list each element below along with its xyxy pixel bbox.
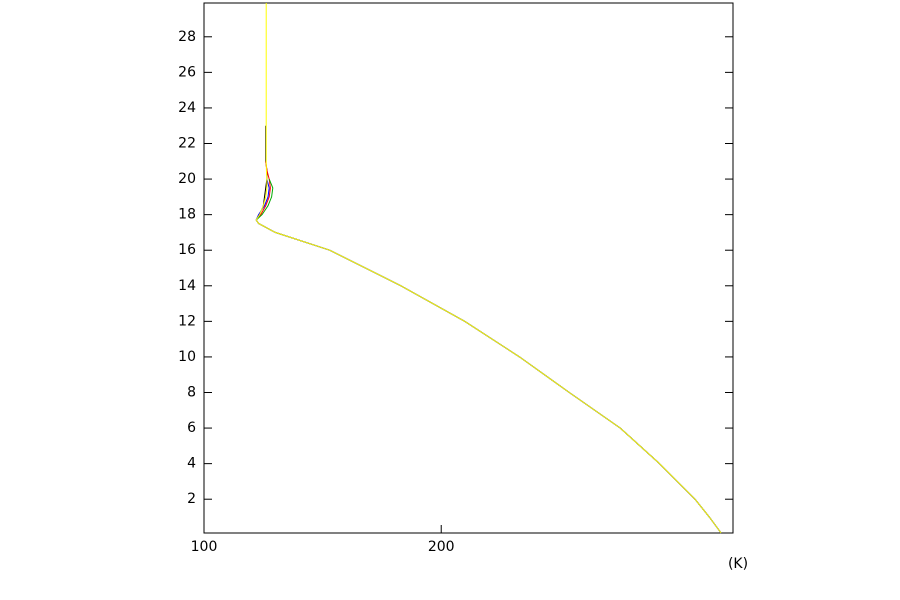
profile-line (255, 3, 722, 534)
y-tick-label: 14 (178, 278, 196, 294)
y-tick-label: 10 (178, 349, 196, 365)
y-tick-label: 26 (178, 64, 196, 80)
x-axis-label: (K) (728, 556, 748, 572)
x-tick-label: 100 (191, 539, 218, 555)
profile-line (255, 125, 722, 534)
profile-line (255, 161, 722, 534)
plot-frame (203, 2, 734, 534)
y-tick-label: 12 (178, 313, 196, 329)
y-tick-label: 18 (178, 207, 196, 223)
y-tick-label: 20 (178, 171, 196, 187)
y-tick-label: 28 (178, 29, 196, 45)
y-tick-label: 8 (187, 384, 196, 400)
y-tick-label: 22 (178, 136, 196, 152)
profile-line (255, 178, 722, 534)
y-tick-label: 6 (187, 420, 196, 436)
x-tick-label: 200 (428, 539, 455, 555)
y-tick-label: 2 (187, 491, 196, 507)
y-tick-label: 24 (178, 100, 196, 116)
y-tick-label: 16 (178, 242, 196, 258)
y-tick-label: 4 (187, 456, 196, 472)
profile-line (255, 178, 722, 534)
